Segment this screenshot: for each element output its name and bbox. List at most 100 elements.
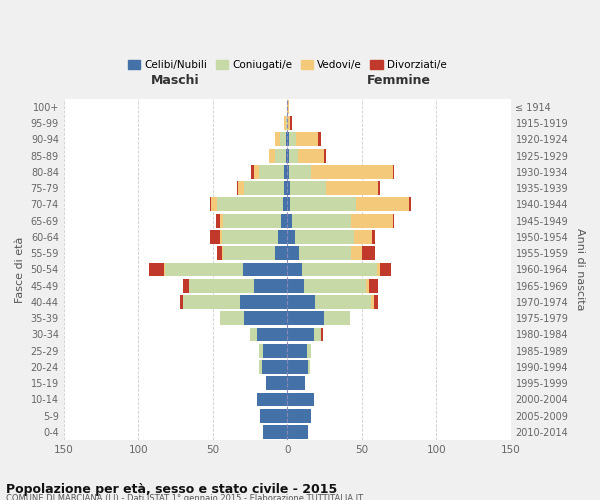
Bar <box>189 279 254 292</box>
Bar <box>314 328 322 342</box>
Bar <box>322 328 323 342</box>
Bar <box>325 312 350 325</box>
Bar <box>378 181 380 195</box>
Bar <box>210 230 220 244</box>
Bar <box>316 295 371 309</box>
Bar <box>356 198 409 211</box>
Bar <box>393 165 394 179</box>
Bar <box>287 198 290 211</box>
Bar <box>409 198 411 211</box>
Bar <box>284 181 287 195</box>
Bar <box>286 116 287 130</box>
Bar <box>250 328 257 342</box>
Text: Popolazione per età, sesso e stato civile - 2015: Popolazione per età, sesso e stato civil… <box>6 482 337 496</box>
Bar <box>287 425 308 439</box>
Bar <box>374 295 378 309</box>
Bar <box>380 262 391 276</box>
Bar <box>275 246 287 260</box>
Bar <box>287 360 308 374</box>
Bar <box>223 214 281 228</box>
Bar <box>217 246 221 260</box>
Bar <box>287 181 290 195</box>
Bar <box>377 262 380 276</box>
Bar <box>183 279 189 292</box>
Bar <box>236 181 238 195</box>
Y-axis label: Anni di nascita: Anni di nascita <box>575 228 585 310</box>
Bar <box>257 328 287 342</box>
Bar <box>217 198 283 211</box>
Bar <box>259 165 284 179</box>
Bar <box>289 148 298 162</box>
Bar <box>223 246 275 260</box>
Bar <box>259 360 262 374</box>
Bar <box>278 230 287 244</box>
Bar <box>263 425 287 439</box>
Bar <box>280 132 286 146</box>
Bar <box>325 148 326 162</box>
Bar <box>262 360 287 374</box>
Bar <box>366 279 369 292</box>
Bar <box>254 165 259 179</box>
Bar <box>286 132 287 146</box>
Bar <box>289 165 311 179</box>
Bar <box>165 262 242 276</box>
Bar <box>287 214 292 228</box>
Bar <box>287 279 304 292</box>
Bar <box>287 100 289 114</box>
Bar <box>283 198 287 211</box>
Bar <box>221 230 278 244</box>
Bar <box>251 165 254 179</box>
Bar <box>295 230 354 244</box>
Bar <box>284 116 286 130</box>
Bar <box>290 116 292 130</box>
Bar <box>304 279 366 292</box>
Bar <box>211 198 217 211</box>
Bar <box>220 230 221 244</box>
Bar <box>210 198 211 211</box>
Bar <box>311 165 393 179</box>
Bar <box>287 116 290 130</box>
Text: Maschi: Maschi <box>151 74 200 88</box>
Bar <box>287 295 316 309</box>
Bar <box>259 344 263 358</box>
Bar <box>244 181 284 195</box>
Bar <box>287 262 302 276</box>
Bar <box>239 295 287 309</box>
Bar <box>287 165 289 179</box>
Bar <box>290 181 326 195</box>
Bar <box>393 214 394 228</box>
Bar <box>281 214 287 228</box>
Bar <box>244 312 287 325</box>
Bar <box>180 295 183 309</box>
Bar <box>289 132 296 146</box>
Y-axis label: Fasce di età: Fasce di età <box>15 236 25 302</box>
Bar <box>319 132 322 146</box>
Bar <box>369 279 378 292</box>
Bar <box>269 148 275 162</box>
Bar <box>292 214 351 228</box>
Bar <box>287 312 325 325</box>
Bar <box>287 246 299 260</box>
Bar <box>220 214 223 228</box>
Bar <box>362 246 375 260</box>
Bar <box>287 230 295 244</box>
Bar <box>286 148 287 162</box>
Bar <box>298 148 325 162</box>
Bar <box>287 148 289 162</box>
Bar <box>299 246 351 260</box>
Bar <box>257 392 287 406</box>
Bar <box>351 246 362 260</box>
Legend: Celibi/Nubili, Coniugati/e, Vedovi/e, Divorziati/e: Celibi/Nubili, Coniugati/e, Vedovi/e, Di… <box>124 56 451 74</box>
Bar <box>183 295 239 309</box>
Bar <box>216 214 220 228</box>
Bar <box>263 344 287 358</box>
Bar <box>302 262 377 276</box>
Bar <box>351 214 393 228</box>
Bar <box>266 376 287 390</box>
Bar <box>296 132 319 146</box>
Bar <box>149 262 164 276</box>
Text: COMUNE DI MARCIANA (LI) - Dati ISTAT 1° gennaio 2015 - Elaborazione TUTTITALIA.I: COMUNE DI MARCIANA (LI) - Dati ISTAT 1° … <box>6 494 363 500</box>
Bar <box>254 279 287 292</box>
Bar <box>287 392 314 406</box>
Bar <box>221 246 223 260</box>
